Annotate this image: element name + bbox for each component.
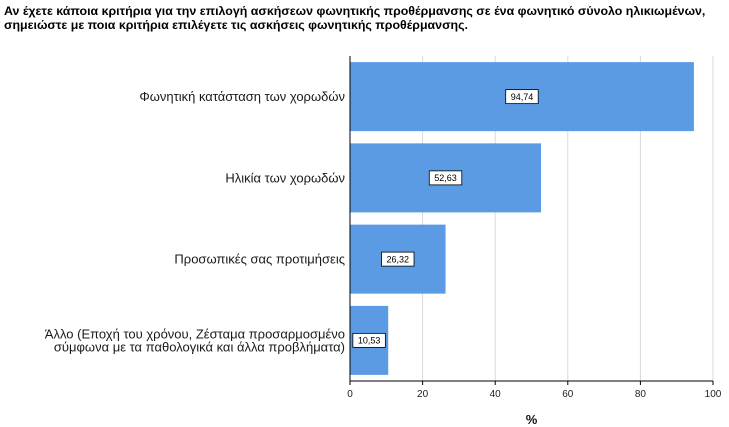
x-tick-label: 40 [490,389,502,400]
category-label: σύμφωνα με τα παθολογικά και άλλα προβλή… [54,339,345,354]
category-label: Άλλο (Εποχή του χρόνου, Ζέσταμα προσαρμο… [45,326,345,341]
x-tick-label: 0 [347,389,353,400]
bars: 94,74 52,63 26,32 10,53 [350,62,694,375]
chart-title: Αν έχετε κάποια κριτήρια για την επιλογή… [4,4,706,32]
x-tick-label: 80 [635,389,647,400]
x-tick-label: 20 [417,389,429,400]
x-tick-label: 100 [705,389,722,400]
data-label: 52,63 [434,173,457,183]
category-label: Ηλικία των χορωδών [225,170,345,185]
x-axis-title: % [526,412,538,427]
data-label-box [381,251,415,267]
x-tick-label: 60 [562,389,574,400]
category-label: Προσωπικές σας προτιμήσεις [174,252,345,267]
category-label: Φωνητική κατάσταση των χορωδών [139,89,345,104]
data-label-box [505,89,539,105]
data-label-box [352,332,386,348]
data-label: 10,53 [358,336,381,346]
data-label-box [428,170,463,186]
x-axis: 0 20 40 60 80 100 [347,56,722,400]
data-label: 94,74 [511,92,534,102]
category-labels: Φωνητική κατάσταση των χορωδών Ηλικία των… [45,89,345,354]
data-label: 26,32 [387,254,410,264]
